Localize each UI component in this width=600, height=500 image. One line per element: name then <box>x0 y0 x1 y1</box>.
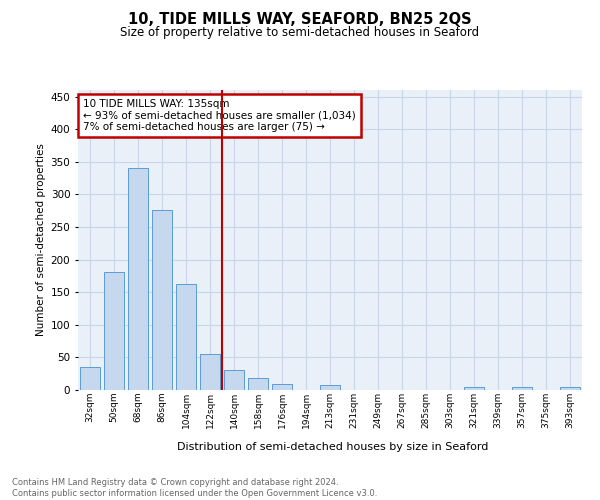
Bar <box>104 272 124 390</box>
Text: Distribution of semi-detached houses by size in Seaford: Distribution of semi-detached houses by … <box>178 442 488 452</box>
Text: Size of property relative to semi-detached houses in Seaford: Size of property relative to semi-detach… <box>121 26 479 39</box>
Bar <box>512 388 532 390</box>
Text: 10, TIDE MILLS WAY, SEAFORD, BN25 2QS: 10, TIDE MILLS WAY, SEAFORD, BN25 2QS <box>128 12 472 28</box>
Bar <box>128 168 148 390</box>
Text: 10 TIDE MILLS WAY: 135sqm
← 93% of semi-detached houses are smaller (1,034)
7% o: 10 TIDE MILLS WAY: 135sqm ← 93% of semi-… <box>83 99 356 132</box>
Bar <box>224 370 244 390</box>
Bar <box>560 388 580 390</box>
Bar <box>320 385 340 390</box>
Bar <box>464 388 484 390</box>
Bar <box>176 284 196 390</box>
Bar <box>272 384 292 390</box>
Y-axis label: Number of semi-detached properties: Number of semi-detached properties <box>37 144 46 336</box>
Bar <box>248 378 268 390</box>
Bar <box>80 366 100 390</box>
Bar <box>200 354 220 390</box>
Text: Contains HM Land Registry data © Crown copyright and database right 2024.
Contai: Contains HM Land Registry data © Crown c… <box>12 478 377 498</box>
Bar <box>152 210 172 390</box>
